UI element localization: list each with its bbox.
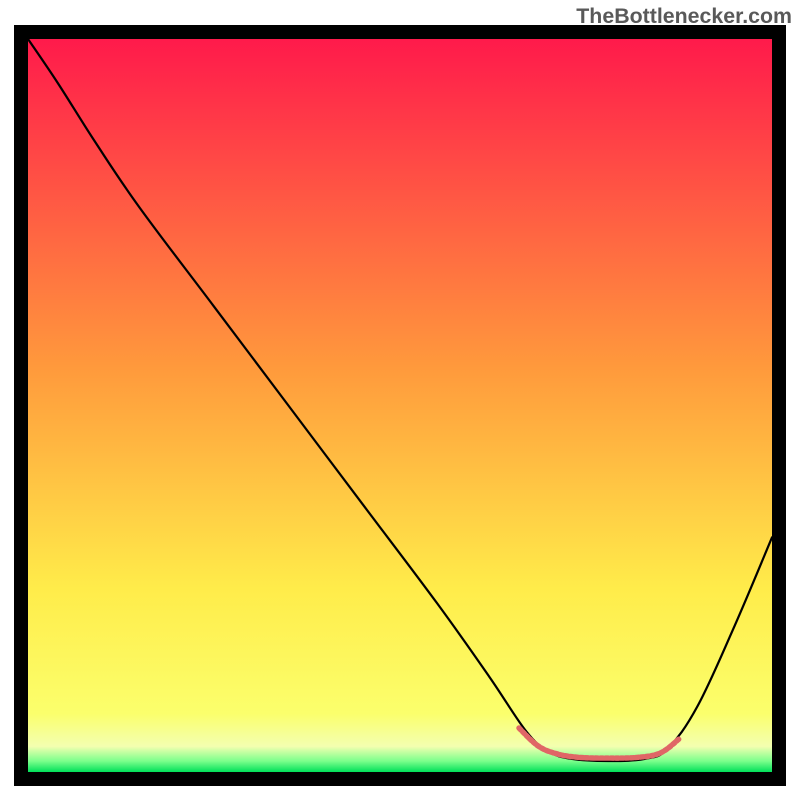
chart-container: TheBottlenecker.com — [0, 0, 800, 800]
watermark-text: TheBottlenecker.com — [576, 4, 792, 29]
plot-background-gradient — [28, 39, 772, 772]
plot-frame — [14, 25, 786, 786]
